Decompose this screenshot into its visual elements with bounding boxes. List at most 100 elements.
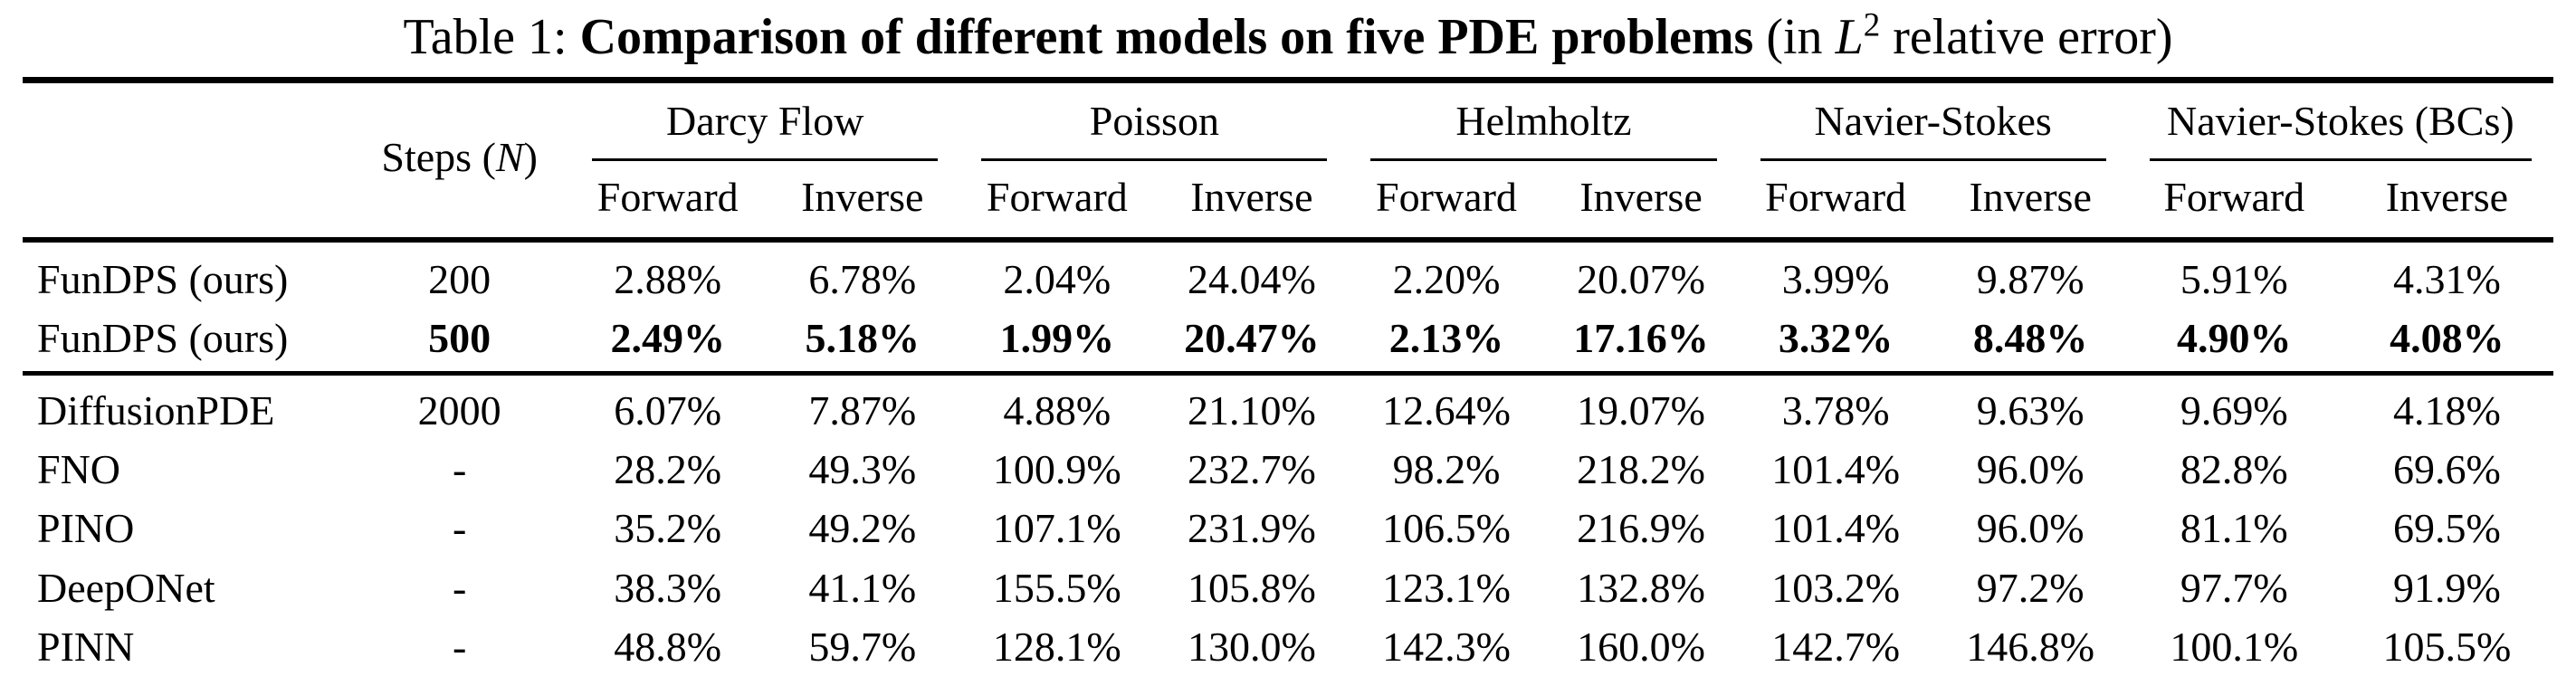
steps-label-post: ) <box>523 134 538 181</box>
cmidrule-helmholtz: Helmholtz <box>1370 94 1717 162</box>
cell-value: 4.90% <box>2177 314 2292 361</box>
cell-value: 2.13% <box>1388 314 1504 361</box>
cell-model: FunDPS (ours) <box>37 255 289 302</box>
cell-steps: - <box>452 623 467 670</box>
cmidrule-navier-stokes-bcs: Navier-Stokes (BCs) <box>2149 94 2532 162</box>
cell-value: 49.3% <box>808 446 917 493</box>
cell-value: 20.47% <box>1184 314 1320 361</box>
cell-value: 24.04% <box>1188 255 1316 302</box>
col-header-forward: Forward <box>2163 174 2305 221</box>
cell-value: 2.49% <box>610 314 725 361</box>
cell-model: DeepONet <box>37 564 215 611</box>
cell-value: 21.10% <box>1188 386 1316 434</box>
cell-value: 17.16% <box>1573 314 1709 361</box>
cell-model: PINO <box>37 505 135 552</box>
cell-value: 100.9% <box>992 446 1121 493</box>
cell-value: 12.64% <box>1382 386 1511 434</box>
cell-steps: - <box>452 446 467 493</box>
table-row-fno: FNO - 28.2% 49.3% 100.9% 232.7% 98.2% 21… <box>23 440 2553 499</box>
group-header-poisson: Poisson <box>959 81 1349 162</box>
cell-value: 6.78% <box>808 255 917 302</box>
col-header-inverse: Inverse <box>2385 174 2509 221</box>
cmidrule-darcy-flow: Darcy Flow <box>592 94 939 162</box>
col-header-inverse: Inverse <box>1969 174 2092 221</box>
cell-value: 123.1% <box>1382 564 1511 611</box>
table-header: Steps (N) Darcy Flow Poisson Helmholtz N… <box>23 81 2553 240</box>
cell-value: 69.6% <box>2392 446 2501 493</box>
cell-value: 142.3% <box>1382 623 1511 670</box>
group-label: Navier-Stokes <box>1814 98 2052 145</box>
cell-steps: 2000 <box>417 386 501 434</box>
cell-value: 81.1% <box>2180 505 2288 552</box>
cell-value: 216.9% <box>1577 505 1705 552</box>
steps-math-N: N <box>495 134 524 181</box>
cell-model: DiffusionPDE <box>37 386 275 434</box>
cell-value: 3.99% <box>1781 255 1890 302</box>
group-label: Poisson <box>1089 98 1219 145</box>
cell-value: 130.0% <box>1188 623 1316 670</box>
table-row-diffusionpde: DiffusionPDE 2000 6.07% 7.87% 4.88% 21.1… <box>23 373 2553 440</box>
cell-model: PINN <box>37 623 135 670</box>
group-header-darcy-flow: Darcy Flow <box>570 81 959 162</box>
cell-value: 128.1% <box>992 623 1121 670</box>
col-header-inverse: Inverse <box>1190 174 1313 221</box>
cell-value: 4.31% <box>2392 255 2501 302</box>
table-row-deeponet: DeepONet - 38.3% 41.1% 155.5% 105.8% 123… <box>23 558 2553 617</box>
cmidrule-navier-stokes: Navier-Stokes <box>1760 94 2106 162</box>
cell-value: 9.63% <box>1976 386 2085 434</box>
cell-value: 231.9% <box>1188 505 1316 552</box>
cell-value: 4.08% <box>2390 314 2504 361</box>
cell-value: 105.8% <box>1188 564 1316 611</box>
cell-model: FNO <box>37 446 121 493</box>
baselines-section: DiffusionPDE 2000 6.07% 7.87% 4.88% 21.1… <box>23 373 2553 686</box>
cell-value: 28.2% <box>614 446 722 493</box>
cmidrule-poisson: Poisson <box>981 94 1328 162</box>
caption-bold-title: Comparison of different models on five P… <box>579 9 1754 65</box>
cell-value: 101.4% <box>1771 505 1901 552</box>
cell-value: 2.88% <box>614 255 722 302</box>
cell-value: 1.99% <box>999 314 1115 361</box>
steps-column-header: Steps (N) <box>348 81 570 240</box>
caption-prefix: Table 1: <box>403 9 580 65</box>
cell-value: 146.8% <box>1966 623 2095 670</box>
table-row-pino: PINO - 35.2% 49.2% 107.1% 231.9% 106.5% … <box>23 499 2553 557</box>
cell-value: 232.7% <box>1188 446 1316 493</box>
cell-value: 6.07% <box>614 386 722 434</box>
col-header-forward: Forward <box>986 174 1128 221</box>
group-label: Darcy Flow <box>666 98 864 145</box>
cell-value: 106.5% <box>1382 505 1511 552</box>
table-row-pinn: PINN - 48.8% 59.7% 128.1% 130.0% 142.3% … <box>23 617 2553 686</box>
cell-value: 48.8% <box>614 623 722 670</box>
cell-value: 82.8% <box>2180 446 2288 493</box>
cell-value: 20.07% <box>1577 255 1705 302</box>
ours-section: FunDPS (ours) 200 2.88% 6.78% 2.04% 24.0… <box>23 240 2553 374</box>
cell-value: 101.4% <box>1771 446 1901 493</box>
cell-value: 69.5% <box>2392 505 2501 552</box>
steps-label-pre: Steps ( <box>381 134 496 181</box>
cell-value: 41.1% <box>808 564 917 611</box>
cell-value: 3.78% <box>1781 386 1890 434</box>
cell-value: 160.0% <box>1577 623 1705 670</box>
table-row-fundps-200: FunDPS (ours) 200 2.88% 6.78% 2.04% 24.0… <box>23 240 2553 309</box>
cell-value: 4.88% <box>1003 386 1111 434</box>
results-table: Steps (N) Darcy Flow Poisson Helmholtz N… <box>23 77 2553 686</box>
cell-value: 132.8% <box>1577 564 1705 611</box>
col-header-inverse: Inverse <box>801 174 924 221</box>
group-header-navier-stokes: Navier-Stokes <box>1739 81 2128 162</box>
group-header-row: Steps (N) Darcy Flow Poisson Helmholtz N… <box>23 81 2553 180</box>
cell-steps: 500 <box>428 314 491 361</box>
caption-suffix: relative error) <box>1880 9 2173 65</box>
col-header-forward: Forward <box>1376 174 1517 221</box>
cell-value: 19.07% <box>1577 386 1705 434</box>
cell-value: 142.7% <box>1771 623 1901 670</box>
cell-value: 59.7% <box>808 623 917 670</box>
cell-steps: - <box>452 564 467 611</box>
col-header-forward: Forward <box>596 174 739 221</box>
cell-value: 96.0% <box>1976 505 2085 552</box>
cell-value: 9.87% <box>1976 255 2085 302</box>
cell-value: 91.9% <box>2392 564 2501 611</box>
cell-value: 97.7% <box>2180 564 2288 611</box>
col-header-inverse: Inverse <box>1579 174 1703 221</box>
cell-steps: 200 <box>428 255 491 302</box>
